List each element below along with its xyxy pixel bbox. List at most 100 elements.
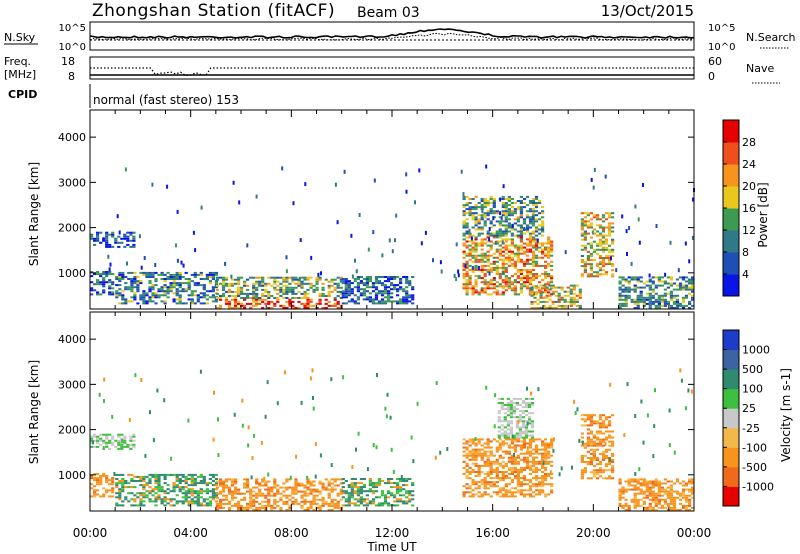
echo-cell <box>691 278 695 281</box>
echo-cell <box>371 486 376 489</box>
echo-cell <box>387 482 391 485</box>
echo-cell <box>149 410 151 415</box>
echo-cell <box>202 500 206 503</box>
echo-cell <box>589 242 593 245</box>
echo-cell <box>172 488 176 491</box>
echo-cell <box>589 252 593 255</box>
echo-cell <box>544 242 548 245</box>
echo-cell <box>527 420 532 423</box>
echo-cell <box>145 302 149 305</box>
echo-cell <box>486 438 490 441</box>
echo-cell <box>264 414 267 419</box>
echo-cell <box>607 469 612 472</box>
echo-cell <box>691 286 695 289</box>
echo-cell <box>129 439 133 442</box>
echo-cell <box>285 280 289 283</box>
echo-cell <box>196 504 200 507</box>
echo-cell <box>598 232 603 235</box>
echo-cell <box>114 439 118 442</box>
echo-cell <box>405 172 408 177</box>
echo-cell <box>501 198 505 200</box>
echo-cell <box>589 463 593 466</box>
cpid-mode: normal (fast stereo) 153 <box>93 93 239 107</box>
echo-cell <box>285 500 289 503</box>
echo-cell <box>489 495 493 498</box>
echo-cell <box>510 460 514 463</box>
echo-cell <box>217 417 219 422</box>
echo-cell <box>169 473 173 476</box>
echo-cell <box>589 459 593 461</box>
echo-cell <box>648 480 652 483</box>
echo-cell <box>221 284 226 287</box>
echo-cell <box>279 496 283 499</box>
echo-cell <box>282 486 286 489</box>
echo-cell <box>312 484 316 487</box>
echo-cell <box>255 282 259 285</box>
echo-cell <box>282 307 286 309</box>
echo-cell <box>246 506 250 509</box>
echo-cell <box>598 257 603 259</box>
x-tick-label: 12:00 <box>375 526 410 540</box>
echo-cell <box>672 300 677 303</box>
echo-cell <box>362 498 366 501</box>
echo-cell <box>276 401 279 406</box>
echo-cell <box>356 486 360 489</box>
echo-cell <box>471 293 475 296</box>
echo-cell <box>592 228 596 231</box>
echo-cell <box>205 504 209 507</box>
echo-cell <box>306 304 310 307</box>
echo-cell <box>595 436 600 439</box>
echo-cell <box>611 265 615 268</box>
echo-cell <box>208 271 212 274</box>
echo-cell <box>669 496 673 499</box>
echo-cell <box>489 454 493 457</box>
echo-cell <box>124 298 128 301</box>
echo-cell <box>504 493 508 496</box>
echo-cell <box>102 475 106 477</box>
echo-cell <box>498 444 502 447</box>
echo-cell <box>252 282 256 285</box>
echo-cell <box>483 273 487 275</box>
echo-cell <box>90 281 94 284</box>
echo-cell <box>193 271 197 274</box>
echo-cell <box>294 488 298 491</box>
echo-cell <box>636 500 640 503</box>
echo-cell <box>368 502 372 505</box>
echo-cell <box>531 215 534 220</box>
echo-cell <box>359 488 363 491</box>
echo-cell <box>139 280 143 283</box>
echo-cell <box>672 502 677 505</box>
echo-cell <box>359 282 363 285</box>
x-tick-label: 00:00 <box>73 526 108 540</box>
echo-cell <box>249 498 253 501</box>
echo-cell <box>214 484 218 487</box>
echo-cell <box>199 284 203 287</box>
echo-cell <box>580 418 584 421</box>
echo-cell <box>99 439 103 442</box>
echo-cell <box>483 485 487 488</box>
echo-cell <box>688 302 692 305</box>
echo-cell <box>615 268 618 273</box>
echo-cell <box>528 464 533 467</box>
echo-cell <box>105 275 109 278</box>
echo-cell <box>234 290 238 293</box>
echo-cell <box>96 479 100 482</box>
echo-cell <box>531 262 536 265</box>
echo-cell <box>390 482 394 485</box>
echo-cell <box>550 460 554 463</box>
echo-cell <box>691 235 694 240</box>
echo-cell <box>528 269 533 271</box>
echo-cell <box>513 293 517 296</box>
echo-cell <box>276 292 280 295</box>
echo-cell <box>215 292 219 295</box>
echo-cell <box>163 482 167 485</box>
echo-cell <box>408 494 412 497</box>
echo-cell <box>264 496 268 499</box>
echo-cell <box>377 504 382 507</box>
echo-cell <box>509 400 513 402</box>
echo-cell <box>129 437 133 440</box>
echo-cell <box>330 304 334 307</box>
echo-cell <box>489 446 493 449</box>
echo-cell <box>598 414 603 417</box>
echo-cell <box>541 466 545 469</box>
